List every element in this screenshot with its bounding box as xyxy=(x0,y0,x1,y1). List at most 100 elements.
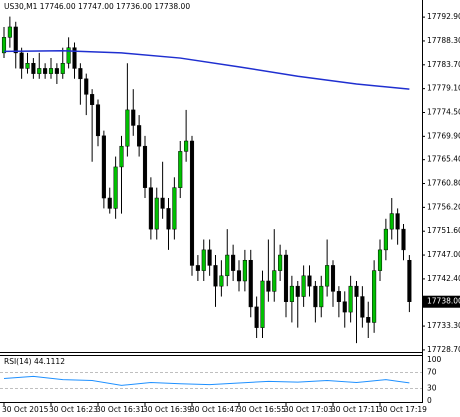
rsi-title: RSI(14) 44.1112 xyxy=(4,357,65,366)
candle-body xyxy=(148,187,153,230)
candle-body xyxy=(389,213,394,230)
candle-body xyxy=(213,265,218,287)
candle-body xyxy=(90,94,95,105)
candle-body xyxy=(219,275,224,287)
candle-body xyxy=(13,26,18,54)
candle-body xyxy=(25,62,30,69)
candle-body xyxy=(160,197,165,209)
candle-body xyxy=(7,26,12,38)
candle-body xyxy=(236,270,242,282)
candle-body xyxy=(260,280,265,328)
candle-body xyxy=(201,249,206,271)
candle-body xyxy=(225,254,230,277)
chart-title: US30,M1 17746.00 17747.00 17736.00 17738… xyxy=(4,2,190,11)
y-tick-label: 17733.30 xyxy=(427,321,460,330)
price-label: 17738.00 xyxy=(427,297,460,306)
candle-body xyxy=(113,166,118,209)
candle-body xyxy=(19,52,24,69)
candle-body xyxy=(207,249,212,266)
candle-body xyxy=(66,47,71,64)
candle-body xyxy=(348,285,353,313)
x-tick-label: 30 Oct 17:03 xyxy=(284,405,333,414)
candle-body xyxy=(266,280,271,292)
candle-body xyxy=(142,145,148,188)
candle-body xyxy=(131,109,136,126)
x-tick-label: 30 Oct 17:19 xyxy=(378,405,427,414)
x-tick-label: 30 Oct 16:39 xyxy=(143,405,192,414)
moving-average xyxy=(3,50,410,90)
y-tick-label: 17765.40 xyxy=(427,155,460,164)
x-tick-label: 30 Oct 17:11 xyxy=(331,405,380,414)
y-tick-label: 17788.30 xyxy=(427,36,460,45)
candle-body xyxy=(166,208,171,230)
candle-body xyxy=(325,265,330,287)
x-tick-label: 30 Oct 16:31 xyxy=(96,405,145,414)
candle-body xyxy=(366,317,371,323)
candle-body xyxy=(319,285,324,308)
rsi-line xyxy=(3,375,410,386)
y-tick-label: 17760.80 xyxy=(427,179,460,188)
y-tick-label: 70 xyxy=(427,367,437,376)
candle-body xyxy=(301,275,306,297)
candle-body xyxy=(84,78,89,95)
candle-body xyxy=(231,254,236,271)
price-label-box xyxy=(422,295,460,308)
y-tick-label: 17747.00 xyxy=(427,250,460,259)
y-tick-label: 17742.40 xyxy=(427,274,460,283)
candle-body xyxy=(395,213,400,230)
y-tick-label: 17728.70 xyxy=(427,345,460,354)
candle-body xyxy=(137,125,142,147)
candle-body xyxy=(43,68,48,74)
candle-body xyxy=(283,254,289,302)
candle-body xyxy=(295,285,300,297)
x-tick-label: 30 Oct 16:47 xyxy=(190,405,239,414)
candle-body xyxy=(60,62,65,74)
candle-body xyxy=(78,68,83,80)
candle-body xyxy=(272,270,277,292)
candle-body xyxy=(377,249,383,271)
candle-body xyxy=(354,285,359,297)
candle-body xyxy=(184,140,189,152)
candle-body xyxy=(48,68,54,74)
candle-body xyxy=(107,197,112,209)
candle-body xyxy=(1,37,7,54)
candle-body xyxy=(401,228,406,251)
candle-body xyxy=(54,68,59,74)
candle-body xyxy=(336,291,341,302)
y-tick-label: 17769.90 xyxy=(427,131,460,140)
y-tick-label: 17783.70 xyxy=(427,60,460,69)
candle-body xyxy=(101,135,106,199)
candle-body xyxy=(31,62,36,74)
candle-body xyxy=(360,296,365,318)
candle-body xyxy=(372,270,377,323)
candle-body xyxy=(72,47,77,69)
candle-body xyxy=(248,259,253,308)
candle-body xyxy=(407,259,412,302)
candle-body xyxy=(125,109,130,147)
candle-body xyxy=(119,145,124,168)
candle-body xyxy=(254,306,259,328)
candle-body xyxy=(313,285,318,308)
x-tick-label: 30 Oct 2015 xyxy=(2,405,49,414)
candle-body xyxy=(95,104,101,137)
x-tick-label: 30 Oct 16:55 xyxy=(237,405,286,414)
candle-body xyxy=(330,265,336,292)
y-tick-label: 17751.60 xyxy=(427,226,460,235)
y-tick-label: 17756.20 xyxy=(427,202,460,211)
candle-body xyxy=(278,254,283,271)
candle-body xyxy=(178,151,183,188)
candle-body xyxy=(195,265,200,271)
y-tick-label: 100 xyxy=(427,355,442,364)
y-tick-label: 17792.90 xyxy=(427,12,460,21)
candle-body xyxy=(37,68,42,74)
candle-body xyxy=(189,140,195,266)
candle-body xyxy=(242,259,247,282)
y-tick-label: 30 xyxy=(427,384,437,393)
candle-body xyxy=(342,301,347,313)
candle-body xyxy=(154,197,159,230)
candle-body xyxy=(289,285,294,302)
candle-body xyxy=(307,275,312,287)
y-tick-label: 17779.10 xyxy=(427,84,460,93)
